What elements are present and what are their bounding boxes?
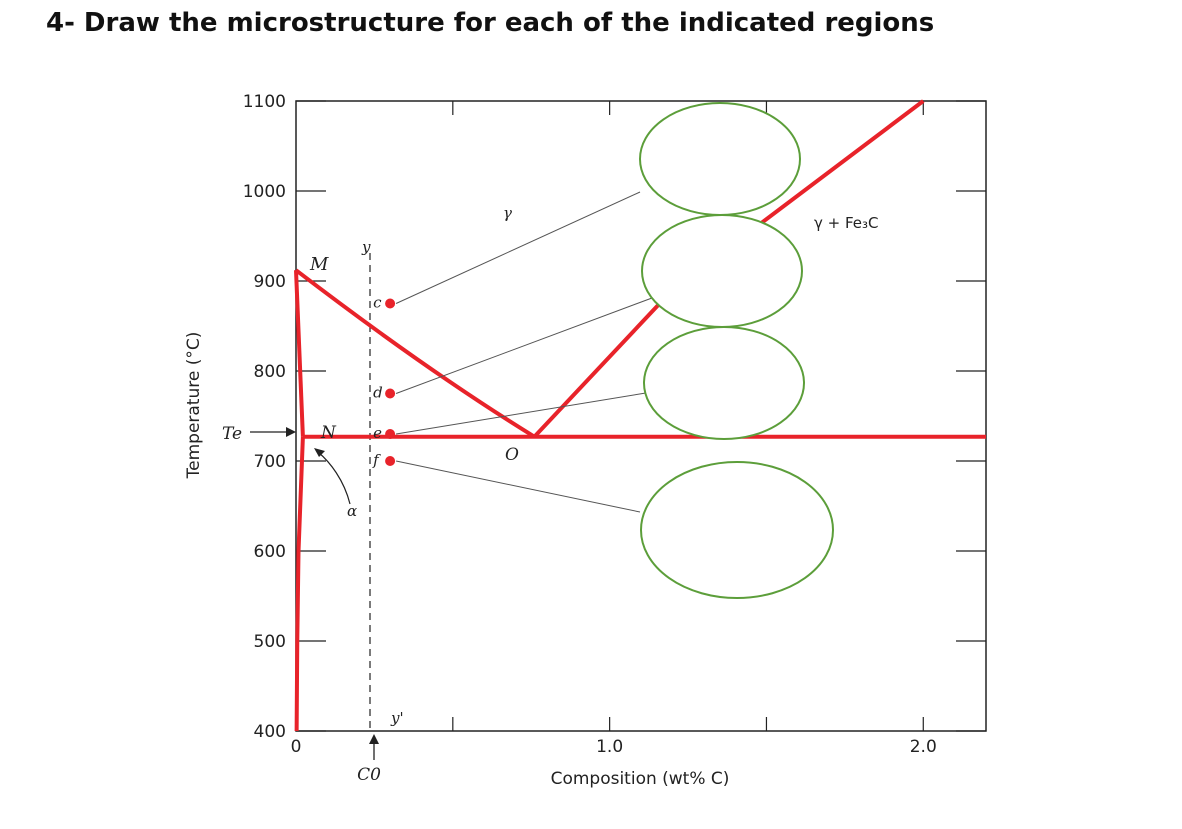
answer-circle-e[interactable]: [643, 326, 805, 440]
point-label-e: e: [373, 424, 382, 442]
te-label: Te: [222, 424, 242, 444]
y-tick-label: 600: [254, 542, 286, 562]
label-M: M: [309, 254, 329, 275]
label-gamma-fe3c: γ + Fe₃C: [814, 214, 879, 232]
boundary-alpha-solvus: [294, 270, 305, 437]
axis-ticks: [296, 100, 986, 732]
x-tick-label: 0: [291, 737, 302, 757]
leader-lines: [395, 191, 653, 513]
leader-line-f: [395, 460, 641, 513]
label-O: O: [505, 445, 519, 465]
leader-line-e: [396, 391, 653, 435]
y-tick-labels: 1100 1000 900 800 700 600 500 400: [243, 92, 286, 742]
label-alpha: α: [347, 502, 357, 520]
label-gamma: γ: [503, 204, 512, 222]
plot-frame: [295, 100, 987, 732]
point-label-f: f: [372, 451, 381, 469]
answer-circle-f[interactable]: [640, 461, 834, 599]
c0-arrow-head: [369, 734, 379, 744]
boundary-gamma-alpha: [294, 268, 536, 439]
c0-label: C0: [357, 765, 381, 785]
point-c: [385, 298, 396, 309]
y-tick-label: 900: [254, 272, 286, 292]
te-arrow-head: [286, 427, 296, 437]
point-e: [385, 429, 396, 439]
alpha-pointer-curve: [317, 451, 351, 505]
x-tick-labels: 0 1.0 2.0: [291, 737, 937, 757]
y-axis-title: Temperature (°C): [184, 332, 204, 480]
y-tick-label: 1000: [243, 182, 286, 202]
y-tick-label: 400: [254, 722, 286, 742]
label-y-bottom: y': [390, 709, 404, 727]
alpha-pointer-head: [314, 448, 325, 457]
points: c d ef: [372, 294, 396, 469]
leader-line-d: [395, 297, 653, 394]
phase-boundaries: [294, 99, 986, 732]
x-tick-label: 1.0: [596, 737, 623, 757]
y-tick-label: 700: [254, 452, 286, 472]
answer-circle-c[interactable]: [639, 102, 801, 216]
answer-circle-d[interactable]: [641, 214, 803, 328]
point-label-d: d: [373, 384, 383, 402]
y-tick-label: 500: [254, 632, 286, 652]
label-N: N: [320, 423, 337, 443]
y-tick-label: 800: [254, 362, 286, 382]
leader-line-c: [395, 191, 641, 304]
question-title: 4- Draw the microstructure for each of t…: [46, 8, 935, 38]
label-y-top: y: [361, 238, 371, 256]
x-axis-title: Composition (wt% C): [551, 769, 730, 789]
point-label-c: c: [373, 294, 382, 312]
boundary-alpha-low: [294, 436, 305, 732]
point-f: [385, 456, 396, 466]
y-tick-label: 1100: [243, 92, 286, 112]
x-tick-label: 2.0: [910, 737, 937, 757]
point-d: [385, 388, 396, 399]
